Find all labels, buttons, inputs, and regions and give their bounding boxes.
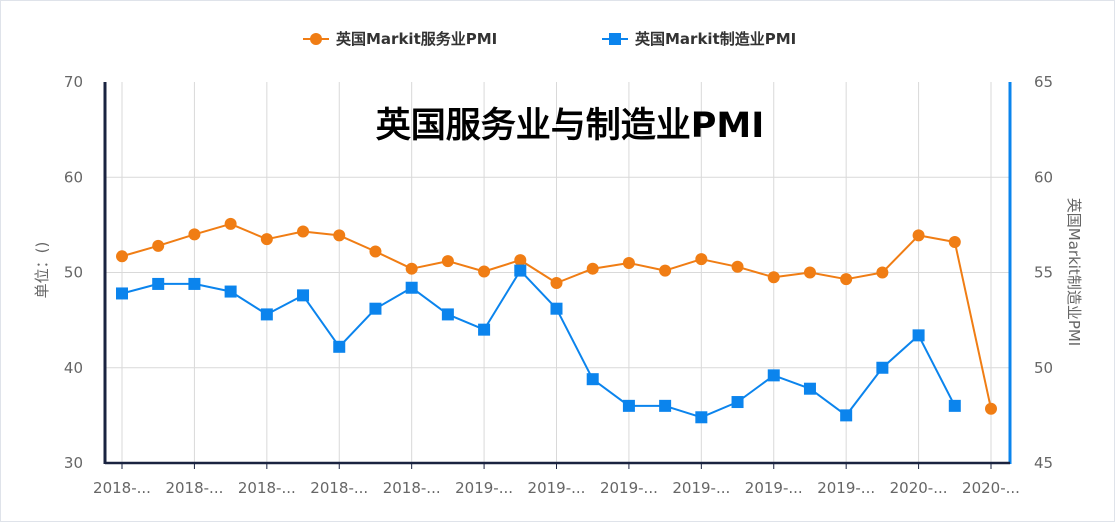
y-right-axis-title: 英国Markit制造业PMI	[1065, 198, 1083, 346]
data-point-1	[550, 276, 563, 289]
x-tick-label: 2019-...	[745, 479, 803, 497]
data-point-2	[224, 285, 237, 298]
data-point-2	[369, 302, 382, 315]
data-point-2	[695, 411, 708, 424]
data-point-2	[514, 264, 527, 277]
x-tick-label: 2019-...	[455, 479, 513, 497]
data-point-2	[116, 287, 128, 300]
legend-label-2: 英国Markit制造业PMI	[635, 30, 796, 48]
y-right-tick-label: 45	[1034, 454, 1053, 472]
data-point-2	[405, 281, 418, 294]
data-point-1	[948, 236, 961, 249]
y-left-axis-title: 单位：()	[33, 242, 51, 299]
data-point-2	[912, 329, 925, 342]
data-point-1	[188, 228, 201, 241]
data-point-1	[405, 262, 418, 275]
y-right-tick-label: 50	[1034, 359, 1053, 377]
x-tick-label: 2019-...	[600, 479, 658, 497]
y-right-tick-label: 55	[1034, 264, 1053, 282]
series-line-2	[121, 269, 956, 419]
data-point-2	[333, 340, 346, 353]
axes: 30 40 50 60 70 45 50 55 60 65 2018-... 2018-... 2018…	[33, 73, 1083, 497]
legend-marker-2	[609, 33, 621, 45]
data-point-2	[876, 361, 889, 374]
y-left-tick-label: 60	[64, 168, 83, 186]
x-tick-label: 2018-...	[383, 479, 441, 497]
data-point-1	[369, 245, 382, 258]
data-point-1	[840, 273, 853, 286]
chart-title: 英国服务业与制造业PMI	[376, 106, 765, 146]
data-point-1	[912, 229, 925, 242]
data-point-1	[586, 262, 599, 275]
y-right-tick-label: 60	[1034, 168, 1053, 186]
data-point-2	[767, 369, 780, 382]
x-tick-label: 2018-...	[310, 479, 368, 497]
y-left-tick-label: 50	[64, 264, 83, 282]
data-point-2	[260, 308, 273, 321]
data-point-1	[441, 255, 454, 268]
y-left-tick-label: 70	[64, 73, 83, 91]
data-point-2	[948, 399, 961, 412]
x-tick-label: 2018-...	[93, 479, 151, 497]
data-point-1	[876, 266, 889, 279]
data-point-2	[731, 396, 744, 409]
data-point-1	[297, 225, 310, 238]
data-point-1	[985, 402, 997, 415]
y-right-tick-label: 65	[1034, 73, 1053, 91]
x-tick-label: 2018-...	[238, 479, 296, 497]
y-left-tick-label: 30	[64, 454, 83, 472]
x-tick-label: 2019-...	[817, 479, 875, 497]
data-point-1	[514, 254, 527, 267]
data-point-2	[478, 323, 491, 336]
data-point-2	[586, 373, 599, 386]
data-point-2	[550, 302, 563, 315]
data-point-1	[224, 217, 237, 230]
data-point-1	[622, 256, 635, 269]
x-tick-label: 2019-...	[672, 479, 730, 497]
data-point-2	[188, 277, 201, 290]
data-point-1	[152, 239, 165, 252]
data-point-2	[441, 308, 454, 321]
data-point-2	[152, 277, 165, 290]
data-point-1	[116, 250, 128, 263]
data-point-1	[478, 265, 491, 278]
data-point-1	[695, 253, 708, 266]
data-point-1	[767, 271, 780, 284]
data-point-1	[260, 233, 273, 246]
y-left-tick-label: 40	[64, 359, 83, 377]
x-tick-label: 2018-...	[165, 479, 223, 497]
data-point-2	[840, 409, 853, 422]
data-point-2	[297, 289, 310, 302]
legend: 英国Markit服务业PMI 英国Markit制造业PMI	[303, 30, 796, 48]
data-point-1	[731, 260, 744, 273]
data-point-2	[622, 399, 635, 412]
x-tick-label: 2020-...	[890, 479, 948, 497]
legend-marker-1	[310, 33, 322, 45]
x-tick-label: 2020-...	[962, 479, 1020, 497]
data-point-2	[803, 382, 816, 395]
data-point-1	[333, 229, 346, 242]
grid	[105, 82, 1010, 463]
x-tick-label: 2019-...	[528, 479, 586, 497]
legend-label-1: 英国Markit服务业PMI	[336, 30, 497, 48]
series-layer	[116, 217, 997, 424]
data-point-2	[659, 399, 672, 412]
data-point-1	[803, 266, 816, 279]
data-point-1	[659, 264, 672, 277]
